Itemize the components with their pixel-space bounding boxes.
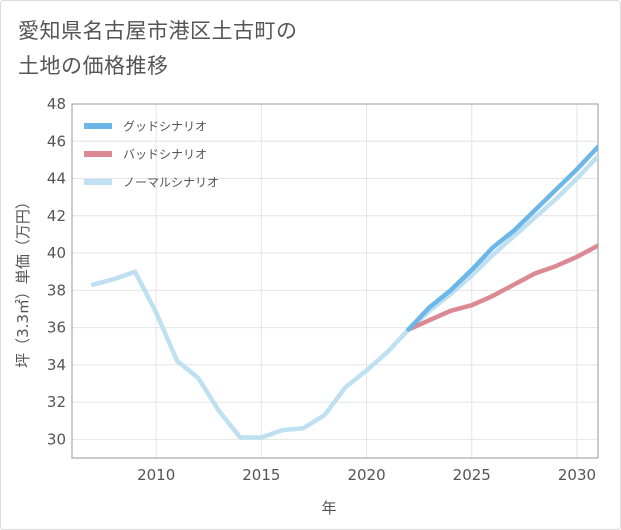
x-tick-label: 2020 xyxy=(347,466,385,484)
y-tick-label: 38 xyxy=(47,281,66,299)
legend-label-bad: バッドシナリオ xyxy=(123,148,207,162)
title-line-2: 土地の価格推移 xyxy=(18,54,169,78)
legend-label-normal: ノーマルシナリオ xyxy=(123,176,219,190)
series-line-good xyxy=(406,144,598,332)
chart-title: 愛知県名古屋市港区土古町の 土地の価格推移 xyxy=(18,14,298,84)
y-tick-label: 40 xyxy=(47,244,66,262)
y-tick-label: 30 xyxy=(47,430,66,448)
title-line-1: 愛知県名古屋市港区土古町の xyxy=(18,19,298,43)
series-lines xyxy=(90,144,598,440)
x-tick-label: 2025 xyxy=(453,466,491,484)
series-line-bad xyxy=(406,243,598,332)
x-tick-label: 2015 xyxy=(242,466,280,484)
y-tick-label: 34 xyxy=(47,356,66,374)
series-line-normal xyxy=(90,153,598,440)
y-tick-label: 42 xyxy=(47,207,66,225)
grid xyxy=(71,103,599,459)
legend-label-good: グッドシナリオ xyxy=(123,120,207,134)
y-tick-label: 44 xyxy=(47,170,66,188)
y-axis-label: 坪（3.3㎡）単価（万円） xyxy=(14,194,32,368)
x-tick-label: 2010 xyxy=(137,466,175,484)
y-tick-label: 36 xyxy=(47,319,66,337)
x-axis-label: 年 xyxy=(321,499,336,517)
plot-frame xyxy=(71,103,599,459)
tick-labels: 30 32 34 36 38 40 42 44 46 48 2010 2015 2020 2025 2030 xyxy=(47,95,596,484)
y-tick-label: 46 xyxy=(47,132,66,150)
y-tick-label: 48 xyxy=(47,95,66,113)
x-tick-label: 2030 xyxy=(558,466,596,484)
y-tick-label: 32 xyxy=(47,393,66,411)
